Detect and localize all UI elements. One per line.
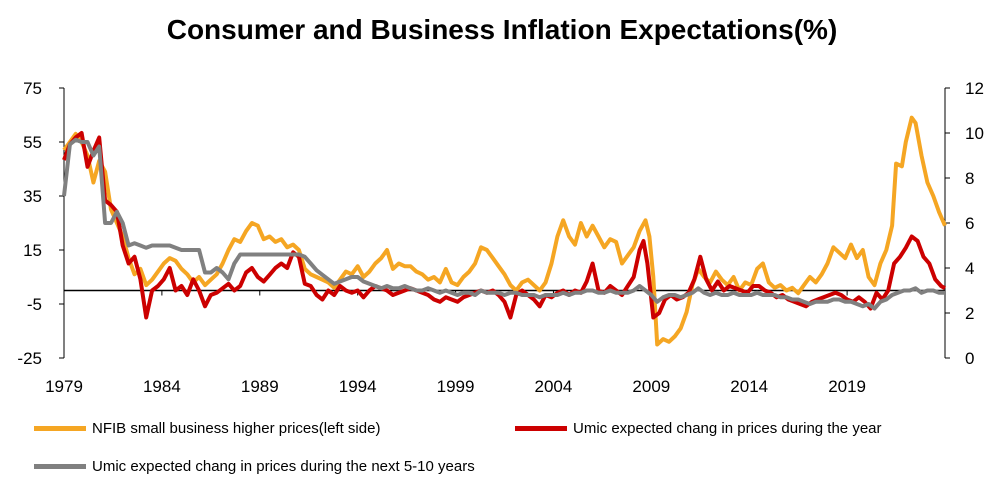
y-left-tick-label: 55 (23, 133, 42, 152)
y-left-tick-label: 35 (23, 187, 42, 206)
legend-label-umic-1y: Umic expected chang in prices during the… (573, 420, 882, 437)
legend-swatch-nfib (34, 426, 86, 431)
y-left-tick-label: 15 (23, 241, 42, 260)
legend-label-umic-5-10y: Umic expected chang in prices during the… (92, 458, 475, 475)
x-tick-label: 1999 (437, 377, 475, 396)
legend-swatch-umic-5-10y (34, 464, 86, 469)
x-tick-label: 1984 (143, 377, 181, 396)
legend-swatch-umic-1y (515, 426, 567, 431)
legend-label-nfib: NFIB small business higher prices(left s… (92, 420, 381, 437)
x-tick-label: 2009 (632, 377, 670, 396)
legend-item-umic-1y: Umic expected chang in prices during the… (515, 420, 882, 437)
y-right-ticks: 12 10 8 6 4 2 0 (945, 79, 984, 368)
y-right-tick-label: 10 (965, 124, 984, 143)
x-tick-label: 2019 (828, 377, 866, 396)
x-tick-label: 1989 (241, 377, 279, 396)
y-left-tick-label: -5 (27, 295, 42, 314)
y-right-tick-label: 4 (965, 259, 974, 278)
legend-item-umic-5-10y: Umic expected chang in prices during the… (34, 458, 475, 475)
series-umic-5-10y-line (62, 137, 945, 311)
x-tick-label: 2014 (730, 377, 768, 396)
y-left-tick-label: -25 (17, 349, 42, 368)
y-right-tick-label: 6 (965, 214, 974, 233)
x-tick-label: 1994 (339, 377, 377, 396)
x-tick-label: 1979 (45, 377, 83, 396)
y-right-tick-label: 0 (965, 349, 974, 368)
x-ticks: 1979 1984 1989 1994 1999 2004 2009 2014 2019 (45, 290, 866, 396)
y-right-tick-label: 8 (965, 169, 974, 188)
y-right-tick-label: 2 (965, 304, 974, 323)
y-right-tick-label: 12 (965, 79, 984, 98)
chart-title: Consumer and Business Inflation Expectat… (166, 14, 838, 45)
series-nfib-line (62, 115, 947, 347)
x-tick-label: 2004 (535, 377, 573, 396)
y-left-ticks: 75 55 35 15 -5 -25 (17, 79, 64, 368)
legend-item-nfib: NFIB small business higher prices(left s… (34, 420, 380, 437)
series-umic-1y-line (62, 131, 947, 320)
y-left-tick-label: 75 (23, 79, 42, 98)
